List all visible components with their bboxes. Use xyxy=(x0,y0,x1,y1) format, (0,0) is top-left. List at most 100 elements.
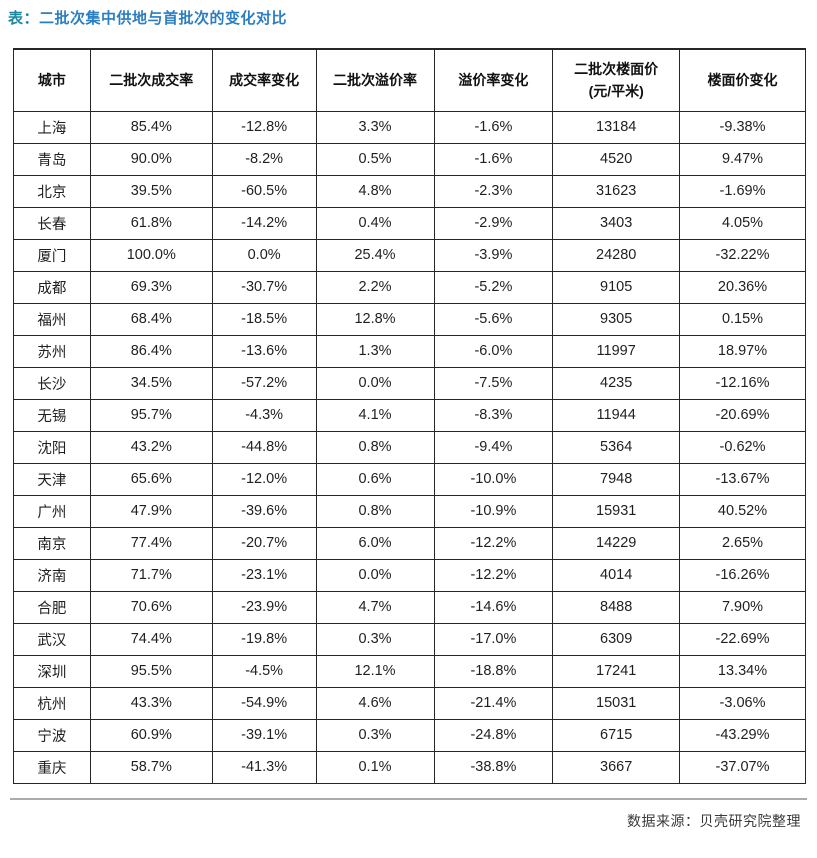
table-row: 杭州 43.3% -54.9% 4.6% -21.4% 15031 -3.06% xyxy=(13,686,806,720)
report-page: 表：二批次集中供地与首批次的变化对比 城市 二批次成交率 成交率变化 二批次溢价率 溢价… xyxy=(0,8,817,858)
city-cell: 重庆 xyxy=(13,750,91,784)
city-cell: 杭州 xyxy=(13,686,91,720)
value-cell: 68.4% xyxy=(89,302,213,336)
column-header-4: 二批次溢价率 xyxy=(315,48,435,112)
value-cell: -1.69% xyxy=(679,174,806,208)
value-cell: -0.62% xyxy=(679,430,806,464)
value-cell: 0.8% xyxy=(315,494,435,528)
value-cell: -10.0% xyxy=(433,462,554,496)
table-row: 沈阳 43.2% -44.8% 0.8% -9.4% 5364 -0.62% xyxy=(13,430,806,464)
value-cell: -30.7% xyxy=(211,270,317,304)
value-cell: -8.3% xyxy=(433,398,554,432)
value-cell: -12.0% xyxy=(211,462,317,496)
value-cell: 4.6% xyxy=(315,686,435,720)
value-cell: -5.2% xyxy=(433,270,554,304)
value-cell: 0.3% xyxy=(315,622,435,656)
value-cell: 14229 xyxy=(552,526,681,560)
value-cell: -6.0% xyxy=(433,334,554,368)
table-row: 广州 47.9% -39.6% 0.8% -10.9% 15931 40.52% xyxy=(13,494,806,528)
title-prefix: 表： xyxy=(8,10,40,27)
value-cell: 0.0% xyxy=(211,238,317,272)
value-cell: 18.97% xyxy=(679,334,806,368)
value-cell: 9305 xyxy=(552,302,681,336)
value-cell: 65.6% xyxy=(89,462,213,496)
value-cell: 0.0% xyxy=(315,366,435,400)
value-cell: -10.9% xyxy=(433,494,554,528)
value-cell: 13184 xyxy=(552,110,681,144)
page-title: 表：二批次集中供地与首批次的变化对比 xyxy=(8,8,817,29)
value-cell: 43.3% xyxy=(89,686,213,720)
city-cell: 厦门 xyxy=(13,238,91,272)
value-cell: 7948 xyxy=(552,462,681,496)
value-cell: -9.38% xyxy=(679,110,806,144)
table-row: 福州 68.4% -18.5% 12.8% -5.6% 9305 0.15% xyxy=(13,302,806,336)
table-row: 苏州 86.4% -13.6% 1.3% -6.0% 11997 18.97% xyxy=(13,334,806,368)
value-cell: -24.8% xyxy=(433,718,554,752)
table-row: 合肥 70.6% -23.9% 4.7% -14.6% 8488 7.90% xyxy=(13,590,806,624)
value-cell: 2.65% xyxy=(679,526,806,560)
table-row: 南京 77.4% -20.7% 6.0% -12.2% 14229 2.65% xyxy=(13,526,806,560)
value-cell: -19.8% xyxy=(211,622,317,656)
value-cell: 6.0% xyxy=(315,526,435,560)
value-cell: -54.9% xyxy=(211,686,317,720)
value-cell: 3667 xyxy=(552,750,681,784)
column-header-2: 二批次成交率 xyxy=(89,48,213,112)
value-cell: 4.7% xyxy=(315,590,435,624)
column-header-1: 城市 xyxy=(13,48,91,112)
value-cell: 4.8% xyxy=(315,174,435,208)
value-cell: -43.29% xyxy=(679,718,806,752)
table-row: 长春 61.8% -14.2% 0.4% -2.9% 3403 4.05% xyxy=(13,206,806,240)
value-cell: 5364 xyxy=(552,430,681,464)
table-row: 成都 69.3% -30.7% 2.2% -5.2% 9105 20.36% xyxy=(13,270,806,304)
table-row: 上海 85.4% -12.8% 3.3% -1.6% 13184 -9.38% xyxy=(13,110,806,144)
city-cell: 武汉 xyxy=(13,622,91,656)
value-cell: 0.8% xyxy=(315,430,435,464)
value-cell: 9105 xyxy=(552,270,681,304)
table-row: 长沙 34.5% -57.2% 0.0% -7.5% 4235 -12.16% xyxy=(13,366,806,400)
value-cell: 77.4% xyxy=(89,526,213,560)
value-cell: 100.0% xyxy=(89,238,213,272)
value-cell: 39.5% xyxy=(89,174,213,208)
table-row: 武汉 74.4% -19.8% 0.3% -17.0% 6309 -22.69% xyxy=(13,622,806,656)
city-cell: 青岛 xyxy=(13,142,91,176)
value-cell: -32.22% xyxy=(679,238,806,272)
city-cell: 长沙 xyxy=(13,366,91,400)
value-cell: 85.4% xyxy=(89,110,213,144)
value-cell: 24280 xyxy=(552,238,681,272)
value-cell: -21.4% xyxy=(433,686,554,720)
value-cell: 13.34% xyxy=(679,654,806,688)
value-cell: 0.15% xyxy=(679,302,806,336)
value-cell: 47.9% xyxy=(89,494,213,528)
value-cell: -14.6% xyxy=(433,590,554,624)
value-cell: 74.4% xyxy=(89,622,213,656)
value-cell: 6309 xyxy=(552,622,681,656)
value-cell: -4.3% xyxy=(211,398,317,432)
value-cell: 0.1% xyxy=(315,750,435,784)
value-cell: 12.1% xyxy=(315,654,435,688)
city-cell: 上海 xyxy=(13,110,91,144)
value-cell: -18.8% xyxy=(433,654,554,688)
header-row: 城市 二批次成交率 成交率变化 二批次溢价率 溢价率变化 二批次楼面价 (元/平米) 楼面价… xyxy=(13,48,806,112)
value-cell: 61.8% xyxy=(89,206,213,240)
value-cell: 2.2% xyxy=(315,270,435,304)
city-cell: 福州 xyxy=(13,302,91,336)
table-row: 济南 71.7% -23.1% 0.0% -12.2% 4014 -16.26% xyxy=(13,558,806,592)
table-row: 重庆 58.7% -41.3% 0.1% -38.8% 3667 -37.07% xyxy=(13,750,806,784)
value-cell: -1.6% xyxy=(433,142,554,176)
value-cell: 3.3% xyxy=(315,110,435,144)
value-cell: -39.6% xyxy=(211,494,317,528)
city-cell: 南京 xyxy=(13,526,91,560)
value-cell: 0.3% xyxy=(315,718,435,752)
city-cell: 合肥 xyxy=(13,590,91,624)
value-cell: -41.3% xyxy=(211,750,317,784)
value-cell: -3.9% xyxy=(433,238,554,272)
value-cell: -2.9% xyxy=(433,206,554,240)
value-cell: 9.47% xyxy=(679,142,806,176)
value-cell: 4014 xyxy=(552,558,681,592)
city-cell: 北京 xyxy=(13,174,91,208)
value-cell: 90.0% xyxy=(89,142,213,176)
column-header-7: 楼面价变化 xyxy=(679,48,806,112)
value-cell: 60.9% xyxy=(89,718,213,752)
city-cell: 长春 xyxy=(13,206,91,240)
value-cell: -3.06% xyxy=(679,686,806,720)
